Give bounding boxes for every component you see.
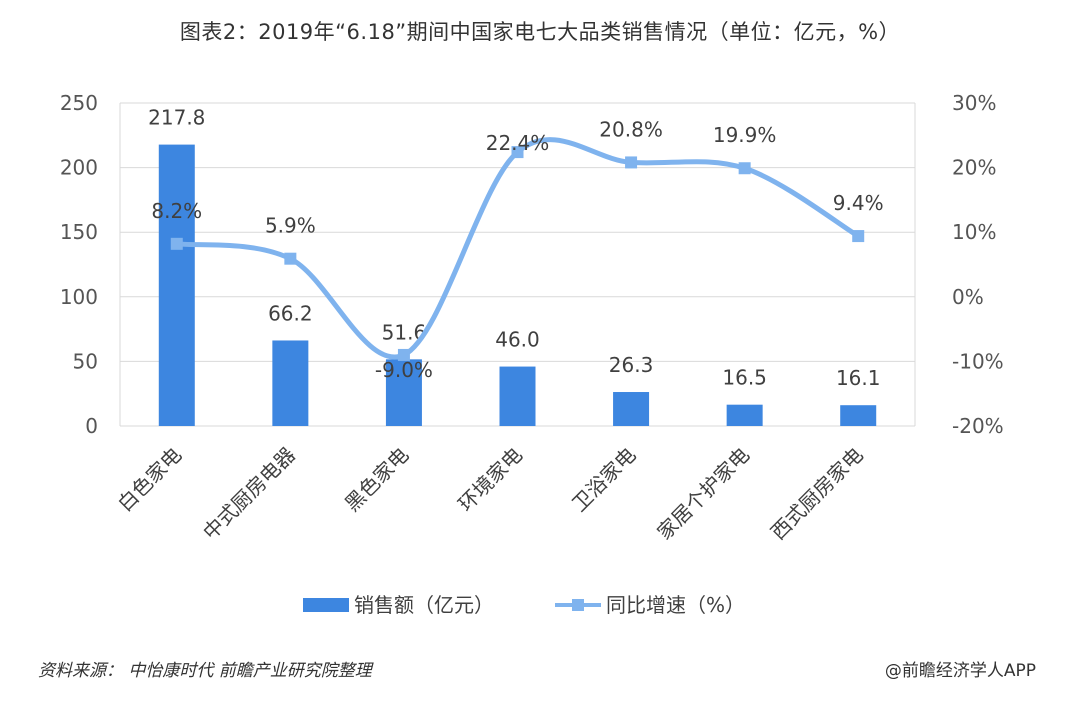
line-point [852, 230, 865, 243]
chart-title: 图表2：2019年“6.18”期间中国家电七大品类销售情况（单位：亿元，%） [179, 20, 901, 44]
line-point [397, 348, 410, 361]
bar-series [158, 144, 877, 426]
left-tick-label: 150 [60, 220, 98, 244]
left-tick-label: 100 [60, 285, 98, 309]
category-label: 白色家电 [113, 443, 187, 517]
left-tick-label: 50 [73, 349, 98, 373]
line-data-label: 22.4% [486, 131, 550, 155]
source-note: 资料来源： 中怡康时代 前瞻产业研究院整理 [38, 661, 372, 681]
right-tick-label: -20% [952, 414, 1004, 438]
line-data-label: 8.2% [151, 199, 202, 223]
line-point [625, 156, 638, 169]
category-label: 环境家电 [453, 443, 527, 517]
left-tick-label: 250 [60, 91, 98, 115]
category-labels: 白色家电 中式厨房电器 黑色家电 环境家电 卫浴家电 家居个护家电 西式厨房家电 [113, 443, 868, 545]
category-label: 中式厨房电器 [198, 443, 300, 545]
left-tick-label: 0 [85, 414, 98, 438]
category-label: 西式厨房家电 [766, 443, 868, 545]
left-axis-ticks: 0 50 100 150 200 250 [60, 91, 98, 438]
bar [158, 144, 195, 426]
category-label: 卫浴家电 [567, 443, 641, 517]
legend: 销售额（亿元） 同比增速（%） [303, 593, 745, 617]
bar [613, 392, 650, 426]
right-tick-label: 30% [952, 91, 996, 115]
bar-data-label: 26.3 [609, 353, 654, 377]
legend-line-label: 同比增速（%） [606, 593, 745, 617]
bar-data-label: 16.1 [836, 366, 881, 390]
bar [385, 359, 422, 426]
right-tick-label: 0% [952, 285, 984, 309]
left-tick-label: 200 [60, 156, 98, 180]
bar [726, 404, 763, 426]
right-axis-ticks: -20% -10% 0% 10% 20% 30% [952, 91, 1004, 438]
line-data-labels: 8.2% 5.9% -9.0% 22.4% 20.8% 19.9% 9.4% [151, 117, 883, 382]
bar-data-label: 46.0 [495, 328, 540, 352]
right-tick-label: -10% [952, 349, 1004, 373]
line-point [284, 252, 297, 265]
line-point [511, 146, 524, 159]
line-data-label: 20.8% [599, 117, 663, 141]
bar-data-label: 16.5 [722, 366, 767, 390]
line-point [170, 237, 183, 250]
chart: 0 50 100 150 200 250 -20% -10% 0% 10% 20% 30% 217.… [60, 91, 1004, 617]
line-series [170, 137, 865, 361]
credit-note: @前瞻经济学人APP [884, 661, 1036, 681]
right-tick-label: 10% [952, 220, 996, 244]
line-data-label: -9.0% [375, 358, 433, 382]
legend-bar-label: 销售额（亿元） [354, 593, 494, 617]
right-tick-label: 20% [952, 156, 996, 180]
bar [272, 340, 309, 426]
line-data-label: 19.9% [713, 123, 777, 147]
bar-data-label: 66.2 [268, 301, 313, 325]
line-point [738, 162, 751, 175]
line-data-label: 9.4% [833, 191, 884, 215]
legend-line-marker [572, 599, 584, 611]
bar [499, 366, 536, 426]
category-label: 家居个护家电 [652, 443, 754, 545]
bar-data-label: 217.8 [148, 106, 205, 130]
line-data-label: 5.9% [265, 214, 316, 238]
legend-bar-swatch [303, 598, 349, 612]
gridlines [119, 102, 916, 427]
bar [840, 405, 877, 426]
category-label: 黑色家电 [340, 443, 414, 517]
